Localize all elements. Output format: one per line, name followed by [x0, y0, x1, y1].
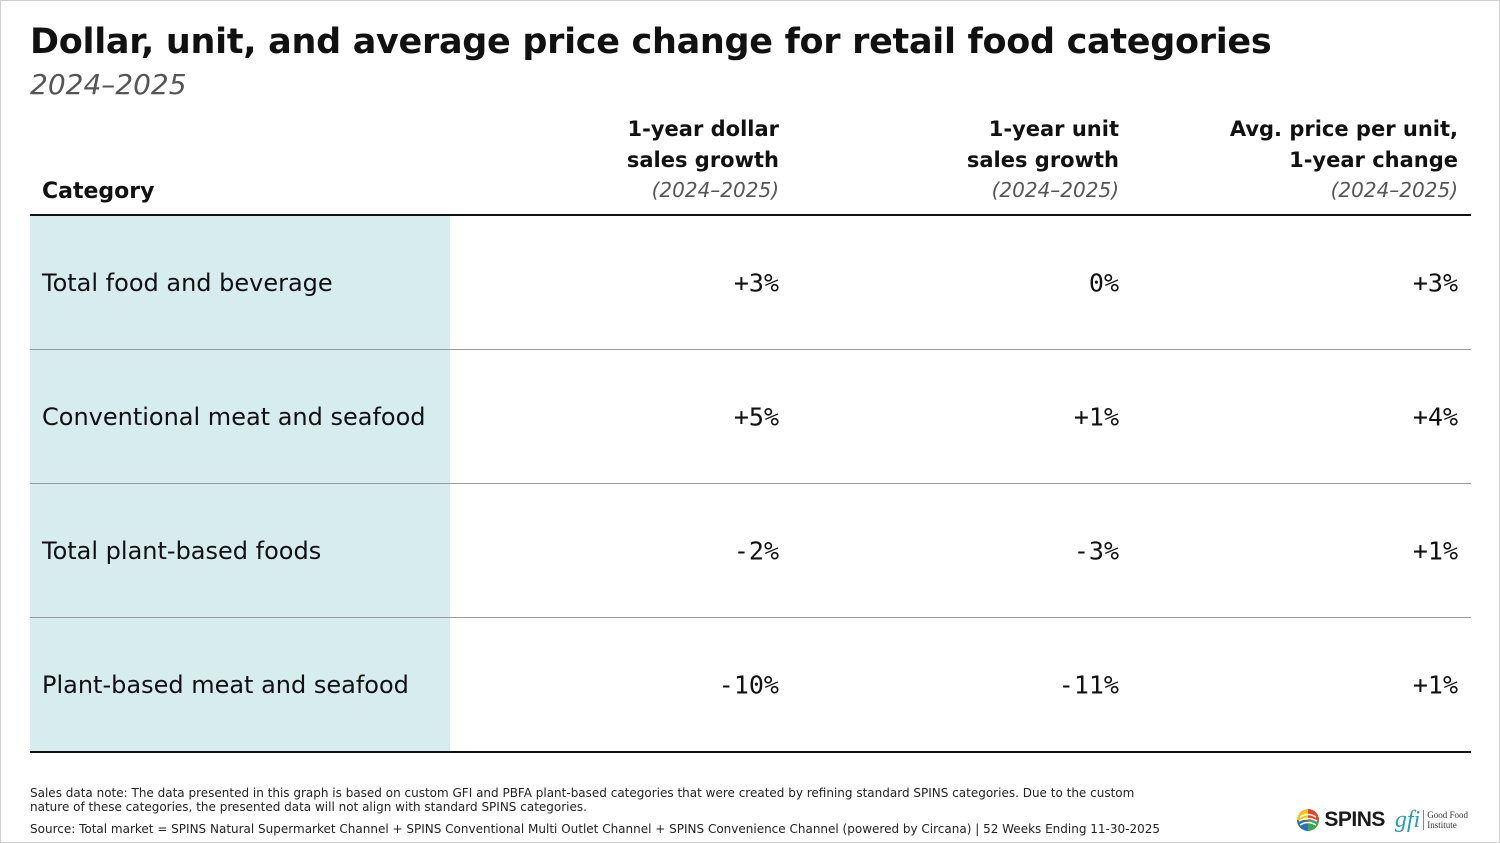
row-dollar-value: -10%	[718, 670, 779, 699]
header-dollar-line2: sales growth	[626, 148, 779, 172]
row-price-value: +1%	[1412, 536, 1458, 565]
row-category: Total food and beverage	[42, 268, 333, 297]
row-category: Conventional meat and seafood	[42, 402, 426, 431]
spins-logo: SPINS	[1296, 808, 1385, 832]
header-unit-period: (2024–2025)	[991, 178, 1119, 202]
row-price-value: +3%	[1412, 268, 1458, 297]
gfi-name-line1: Good Food	[1427, 810, 1468, 820]
row-unit-value: +1%	[1073, 402, 1119, 431]
table-row: Total food and beverage +3% 0% +3%	[30, 216, 1471, 350]
header-unit-line1: 1-year unit	[988, 117, 1119, 141]
table-header: Category 1-year dollar sales growth (202…	[30, 110, 1471, 216]
category-cell-bg	[30, 618, 450, 751]
row-dollar-value: +3%	[733, 268, 779, 297]
table-row: Total plant-based foods -2% -3% +1%	[30, 484, 1471, 618]
row-price-value: +4%	[1412, 402, 1458, 431]
header-category: Category	[42, 179, 155, 204]
chart-subtitle: 2024–2025	[30, 68, 187, 101]
header-unit-line2: sales growth	[966, 148, 1119, 172]
row-unit-value: 0%	[1088, 268, 1119, 297]
row-price-value: +1%	[1412, 670, 1458, 699]
header-price-line1: Avg. price per unit,	[1229, 117, 1458, 141]
category-cell-bg	[30, 484, 450, 617]
spins-burst-icon	[1297, 809, 1320, 831]
row-unit-value: -3%	[1073, 536, 1119, 565]
header-dollar-growth: 1-year dollar sales growth (2024–2025)	[627, 114, 779, 204]
table-row: Conventional meat and seafood +5% +1% +4…	[30, 350, 1471, 484]
row-dollar-value: -2%	[733, 536, 779, 565]
table-body: Total food and beverage +3% 0% +3% Conve…	[30, 216, 1471, 753]
gfi-mark: gfi	[1394, 806, 1421, 833]
chart-title: Dollar, unit, and average price change f…	[30, 22, 1272, 62]
row-category: Plant-based meat and seafood	[42, 670, 409, 699]
gfi-name-line2: Institute	[1427, 820, 1457, 830]
row-category: Total plant-based foods	[42, 536, 322, 565]
header-price-line2: 1-year change	[1289, 148, 1458, 172]
category-cell-bg	[30, 216, 450, 349]
header-price-period: (2024–2025)	[1330, 178, 1458, 202]
header-unit-growth: 1-year unit sales growth (2024–2025)	[967, 114, 1119, 204]
gfi-logo: gfi Good Food Institute	[1395, 807, 1468, 834]
row-dollar-value: +5%	[733, 402, 779, 431]
spins-logo-text: SPINS	[1324, 808, 1385, 831]
sales-data-note: Sales data note: The data presented in t…	[30, 786, 1135, 814]
table-row: Plant-based meat and seafood -10% -11% +…	[30, 618, 1471, 753]
header-price-change: Avg. price per unit, 1-year change (2024…	[1230, 114, 1458, 204]
data-table: Category 1-year dollar sales growth (202…	[30, 110, 1471, 753]
header-dollar-line1: 1-year dollar	[627, 117, 779, 141]
gfi-name: Good Food Institute	[1423, 810, 1468, 830]
header-dollar-period: (2024–2025)	[651, 178, 779, 202]
source-note: Source: Total market = SPINS Natural Sup…	[30, 822, 1161, 836]
row-unit-value: -11%	[1058, 670, 1119, 699]
footer-logos: SPINS gfi Good Food Institute	[1296, 804, 1468, 836]
category-cell-bg	[30, 350, 450, 483]
